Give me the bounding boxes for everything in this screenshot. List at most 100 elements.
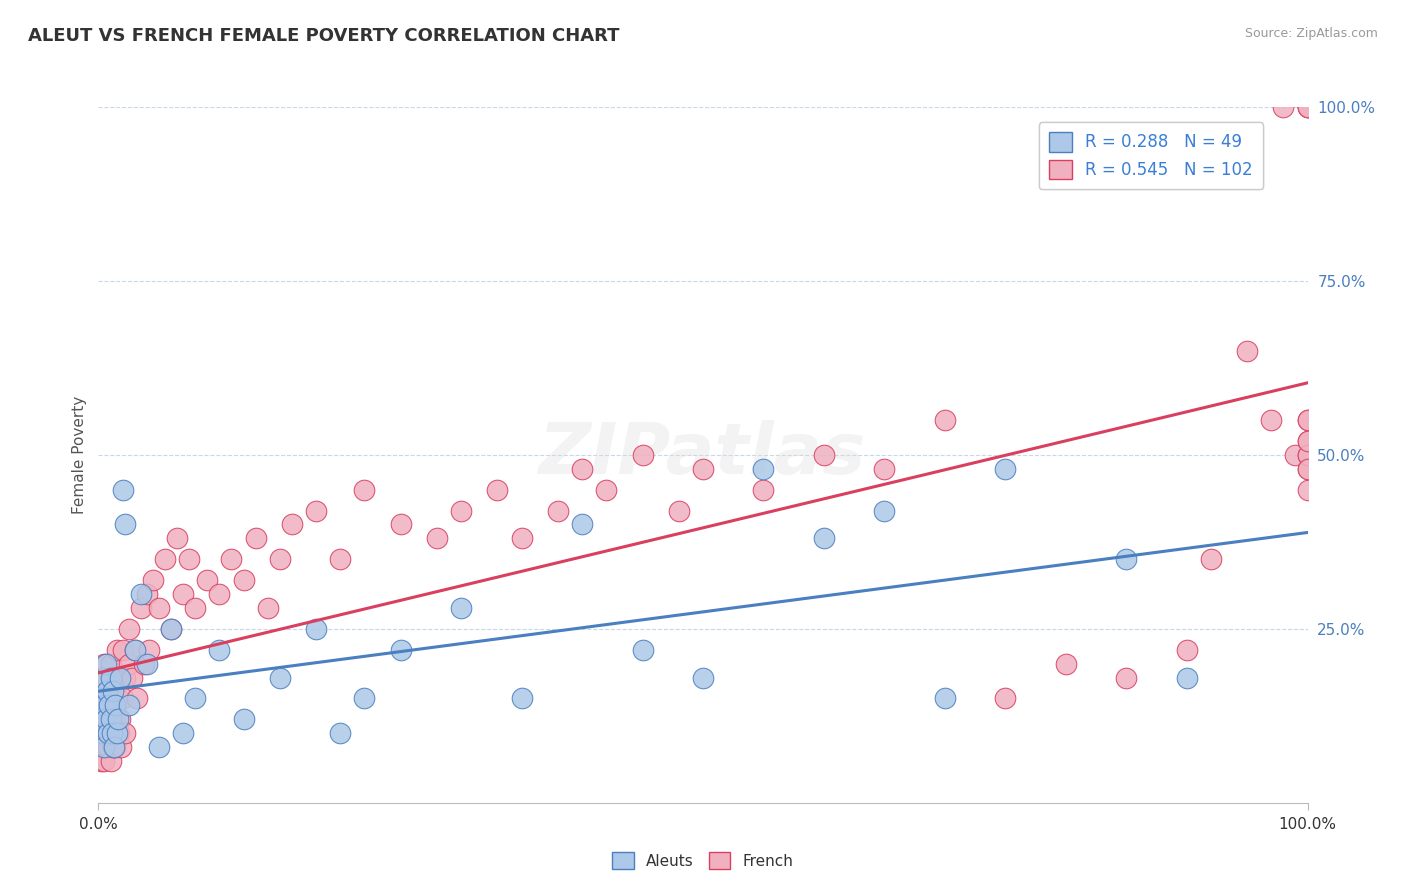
Point xyxy=(91,726,114,740)
Point xyxy=(232,573,254,587)
Point xyxy=(90,712,112,726)
Point xyxy=(118,698,141,713)
Point xyxy=(91,671,114,685)
Point xyxy=(1296,462,1319,476)
Point xyxy=(1272,100,1295,114)
Point xyxy=(127,691,149,706)
Point xyxy=(148,601,170,615)
Point xyxy=(94,712,117,726)
Point xyxy=(353,483,375,497)
Point xyxy=(93,754,115,768)
Point xyxy=(96,684,118,698)
Text: Source: ZipAtlas.com: Source: ZipAtlas.com xyxy=(1244,27,1378,40)
Point xyxy=(103,712,125,726)
Point xyxy=(124,642,146,657)
Point xyxy=(1296,100,1319,114)
Point xyxy=(631,642,654,657)
Point xyxy=(101,740,124,755)
Point xyxy=(101,691,124,706)
Point xyxy=(232,712,254,726)
Point xyxy=(100,657,122,671)
Point xyxy=(1296,413,1319,427)
Point xyxy=(103,671,125,685)
Point xyxy=(142,573,165,587)
Point xyxy=(1175,671,1198,685)
Point xyxy=(329,726,352,740)
Point xyxy=(91,691,114,706)
Point xyxy=(692,671,714,685)
Point xyxy=(111,483,134,497)
Point xyxy=(486,483,509,497)
Point xyxy=(692,462,714,476)
Point xyxy=(450,601,472,615)
Point xyxy=(510,532,533,546)
Point xyxy=(1296,434,1319,448)
Point xyxy=(107,712,129,726)
Point xyxy=(994,462,1017,476)
Point xyxy=(269,671,291,685)
Point xyxy=(752,462,775,476)
Point xyxy=(108,726,131,740)
Point xyxy=(1260,413,1282,427)
Point xyxy=(1296,462,1319,476)
Point xyxy=(1115,552,1137,566)
Point xyxy=(91,726,114,740)
Point xyxy=(101,684,124,698)
Point xyxy=(121,671,143,685)
Point xyxy=(118,622,141,636)
Point xyxy=(94,691,117,706)
Point xyxy=(1296,483,1319,497)
Point xyxy=(450,503,472,517)
Point xyxy=(179,552,201,566)
Point xyxy=(631,448,654,462)
Point xyxy=(107,691,129,706)
Point xyxy=(1175,642,1198,657)
Point xyxy=(329,552,352,566)
Legend: Aleuts, French: Aleuts, French xyxy=(606,846,800,875)
Point xyxy=(135,587,157,601)
Point xyxy=(269,552,291,566)
Point xyxy=(281,517,304,532)
Point xyxy=(105,642,128,657)
Point xyxy=(91,712,114,726)
Point xyxy=(1296,434,1319,448)
Point xyxy=(110,740,132,755)
Point xyxy=(105,726,128,740)
Point xyxy=(111,691,134,706)
Point xyxy=(91,740,114,755)
Point xyxy=(934,691,956,706)
Point xyxy=(93,657,115,671)
Point xyxy=(97,740,120,755)
Point xyxy=(111,642,134,657)
Point xyxy=(93,698,115,713)
Point xyxy=(129,601,152,615)
Point xyxy=(1199,552,1222,566)
Point xyxy=(90,691,112,706)
Point xyxy=(138,642,160,657)
Point xyxy=(305,503,328,517)
Point xyxy=(184,691,207,706)
Point xyxy=(160,622,183,636)
Point xyxy=(1296,413,1319,427)
Point xyxy=(98,712,121,726)
Point xyxy=(389,517,412,532)
Point xyxy=(195,573,218,587)
Text: ZIPatlas: ZIPatlas xyxy=(540,420,866,490)
Point xyxy=(1296,100,1319,114)
Point xyxy=(305,622,328,636)
Point xyxy=(114,671,136,685)
Point xyxy=(105,726,128,740)
Point xyxy=(114,726,136,740)
Point xyxy=(148,740,170,755)
Point xyxy=(93,712,115,726)
Point xyxy=(124,642,146,657)
Point xyxy=(91,671,114,685)
Point xyxy=(166,532,188,546)
Point xyxy=(752,483,775,497)
Text: ALEUT VS FRENCH FEMALE POVERTY CORRELATION CHART: ALEUT VS FRENCH FEMALE POVERTY CORRELATI… xyxy=(28,27,620,45)
Point xyxy=(571,517,593,532)
Point xyxy=(813,448,835,462)
Point xyxy=(153,552,176,566)
Point xyxy=(1296,100,1319,114)
Point xyxy=(94,740,117,755)
